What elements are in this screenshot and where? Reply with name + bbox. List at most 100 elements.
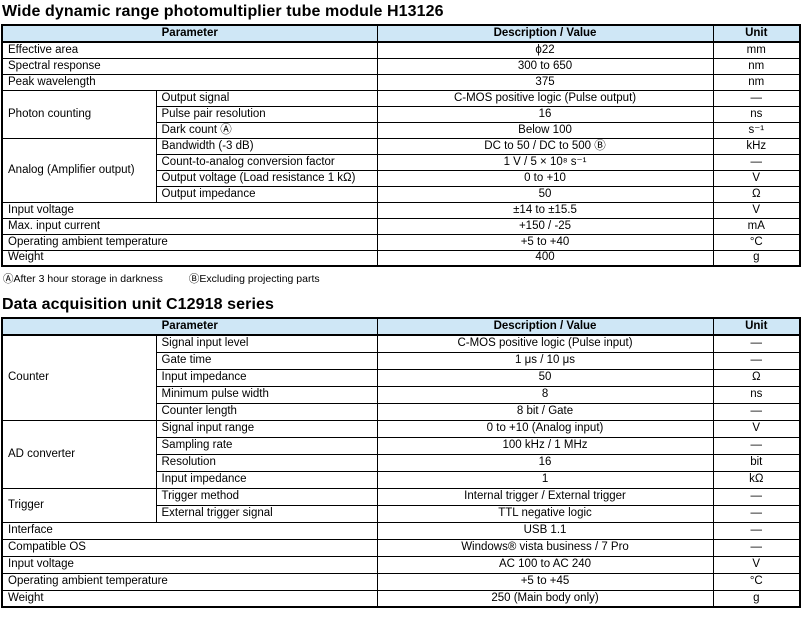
table-row: Input voltage ±14 to ±15.5 V (1, 201, 801, 219)
table-row: Input voltage AC 100 to AC 240 V (1, 555, 801, 574)
table-row: Compatible OS Windows® vista business / … (1, 538, 801, 557)
table-row: Analog (Amplifier output) Bandwidth (-3 … (1, 137, 801, 203)
value-cell: 400 (376, 249, 714, 267)
param-cell: Input voltage (1, 555, 378, 574)
table-row: Trigger Trigger method Internal trigger … (1, 487, 801, 523)
pmt-module-title: Wide dynamic range photomultiplier tube … (2, 3, 444, 20)
table-row: Operating ambient temperature +5 to +45 … (1, 572, 801, 591)
footnotes: ⒶAfter 3 hour storage in darkness ⒷExclud… (0, 267, 801, 285)
unit-cell: mA (712, 217, 801, 235)
subparam-cell: Signal input range (155, 419, 378, 438)
table-row: Interface USB 1.1 — (1, 521, 801, 540)
param-cell: Compatible OS (1, 538, 378, 557)
pmt-module-spec-table: Parameter Description / Value Unit Effec… (1, 24, 801, 267)
table-row: Spectral response 300 to 650 nm (1, 57, 801, 75)
param-cell: Weight (1, 589, 378, 608)
subparam-cell: Gate time (155, 351, 378, 370)
unit-cell: — (712, 402, 801, 421)
value-cell: 100 kHz / 1 MHz (376, 436, 714, 455)
value-cell: 1 V / 5 × 10⁸ s⁻¹ (376, 153, 714, 171)
unit-cell: °C (712, 233, 801, 251)
value-cell: 8 (376, 385, 714, 404)
value-cell: 0 to +10 (376, 169, 714, 187)
param-cell: Interface (1, 521, 378, 540)
unit-cell: — (712, 487, 801, 506)
unit-cell: V (712, 419, 801, 438)
unit-cell: — (712, 351, 801, 370)
value-cell: 50 (376, 368, 714, 387)
subparam-cell: External trigger signal (155, 504, 378, 523)
param-group-cell: Trigger (1, 487, 157, 523)
value-cell: +150 / -25 (376, 217, 714, 235)
table-row: Weight 250 (Main body only) g (1, 589, 801, 608)
subparam-cell: Minimum pulse width (155, 385, 378, 404)
param-cell: Weight (1, 249, 378, 267)
table-header-row: Parameter Description / Value Unit (1, 24, 801, 43)
value-cell: C-MOS positive logic (Pulse output) (376, 89, 714, 107)
value-cell: +5 to +40 (376, 233, 714, 251)
table-row: Photon counting Output signal C-MOS posi… (1, 89, 801, 139)
value-cell: 50 (376, 185, 714, 203)
value-cell: DC to 50 / DC to 500 Ⓑ (376, 137, 714, 155)
unit-cell: V (712, 201, 801, 219)
value-cell: ±14 to ±15.5 (376, 201, 714, 219)
unit-cell: — (712, 89, 801, 107)
footnote-b: ⒷExcluding projecting parts (188, 273, 320, 285)
col-header-parameter: Parameter (1, 317, 378, 336)
unit-cell: g (712, 249, 801, 267)
subparam-cell: Count-to-analog conversion factor (155, 153, 378, 171)
param-group-cell: AD converter (1, 419, 157, 489)
value-cell: Below 100 (376, 121, 714, 139)
param-group-cell: Analog (Amplifier output) (1, 137, 157, 203)
value-cell: 250 (Main body only) (376, 589, 714, 608)
value-cell: Windows® vista business / 7 Pro (376, 538, 714, 557)
table-row: Output impedance 50 Ω (2, 185, 801, 203)
value-cell: 0 to +10 (Analog input) (376, 419, 714, 438)
subparam-cell: Input impedance (155, 470, 378, 489)
value-cell: ϕ22 (376, 41, 714, 59)
value-cell: 1 μs / 10 μs (376, 351, 714, 370)
unit-cell: — (712, 538, 801, 557)
param-cell: Spectral response (1, 57, 378, 75)
value-cell: USB 1.1 (376, 521, 714, 540)
subparam-cell: Output signal (155, 89, 378, 107)
value-cell: 16 (376, 453, 714, 472)
unit-cell: Ω (712, 185, 801, 203)
daq-unit-title: Data acquisition unit C12918 series (2, 296, 275, 313)
unit-cell: Ω (712, 368, 801, 387)
value-cell: 375 (376, 73, 714, 91)
table-row: Dark count Ⓐ Below 100 s⁻¹ (2, 121, 801, 139)
param-cell: Effective area (1, 41, 378, 59)
col-header-unit: Unit (712, 24, 801, 43)
unit-cell: ns (712, 105, 801, 123)
subparam-cell: Bandwidth (-3 dB) (155, 137, 378, 155)
value-cell: 8 bit / Gate (376, 402, 714, 421)
col-header-parameter: Parameter (1, 24, 378, 43)
table-row: Sampling rate 100 kHz / 1 MHz — (2, 436, 801, 455)
subparam-cell: Signal input level (155, 334, 378, 353)
unit-cell: — (712, 436, 801, 455)
subparam-cell: Trigger method (155, 487, 378, 506)
col-header-value: Description / Value (376, 24, 714, 43)
param-group-cell: Counter (1, 334, 157, 421)
unit-cell: nm (712, 57, 801, 75)
unit-cell: V (712, 169, 801, 187)
param-cell: Operating ambient temperature (1, 572, 378, 591)
table-row: Output voltage (Load resistance 1 kΩ) 0 … (2, 169, 801, 187)
unit-cell: kHz (712, 137, 801, 155)
table-row: Weight 400 g (1, 249, 801, 267)
unit-cell: bit (712, 453, 801, 472)
param-cell: Max. input current (1, 217, 378, 235)
table-row: Effective area ϕ22 mm (1, 41, 801, 59)
param-cell: Peak wavelength (1, 73, 378, 91)
table-row: Input impedance 1 kΩ (2, 470, 801, 489)
table-row: Counter Signal input level C-MOS positiv… (1, 334, 801, 421)
unit-cell: — (712, 521, 801, 540)
subparam-cell: Output impedance (155, 185, 378, 203)
unit-cell: kΩ (712, 470, 801, 489)
unit-cell: V (712, 555, 801, 574)
subparam-cell: Counter length (155, 402, 378, 421)
table-header-row: Parameter Description / Value Unit (1, 317, 801, 336)
unit-cell: °C (712, 572, 801, 591)
